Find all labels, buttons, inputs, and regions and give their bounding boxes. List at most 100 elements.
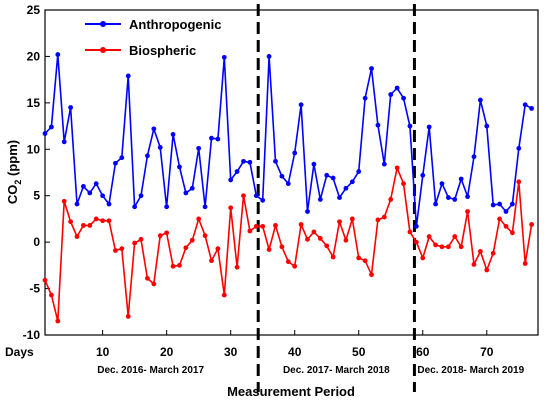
- x-axis-ticks: 10 20 30 40 50 60 70: [96, 330, 494, 359]
- data-point-anthropogenic: [55, 52, 61, 57]
- plot-frame: [44, 9, 539, 336]
- data-point-biospheric: [343, 237, 349, 243]
- data-point-biospheric: [273, 223, 278, 228]
- data-point-biospheric: [68, 219, 74, 225]
- y-axis-title-subscript: 2: [13, 180, 23, 185]
- x-tick-label: 70: [480, 345, 494, 359]
- data-point-anthropogenic: [132, 204, 138, 210]
- data-point-anthropogenic: [490, 202, 496, 208]
- data-point-anthropogenic: [247, 159, 253, 165]
- data-point-anthropogenic: [125, 73, 131, 79]
- data-point-biospheric: [369, 272, 374, 278]
- data-point-biospheric: [439, 244, 445, 250]
- data-point-biospheric: [228, 205, 234, 211]
- y-axis-title-main: CO: [5, 185, 20, 205]
- data-point-anthropogenic: [381, 161, 387, 167]
- data-point-anthropogenic: [420, 172, 426, 178]
- data-point-anthropogenic: [394, 85, 400, 91]
- data-point-anthropogenic: [516, 145, 522, 151]
- data-point-biospheric: [260, 223, 266, 229]
- data-point-anthropogenic: [273, 158, 278, 164]
- data-point-biospheric: [247, 228, 253, 234]
- x-tick-label: 20: [160, 345, 174, 359]
- data-point-anthropogenic: [349, 179, 355, 185]
- data-point-biospheric: [490, 250, 496, 256]
- legend-label-biospheric: Biospheric: [129, 43, 196, 58]
- data-point-anthropogenic: [49, 124, 54, 130]
- data-point-biospheric: [305, 236, 310, 242]
- data-point-biospheric: [202, 233, 208, 239]
- data-point-biospheric: [292, 263, 298, 269]
- data-point-anthropogenic: [388, 92, 394, 97]
- data-point-anthropogenic: [253, 193, 259, 199]
- y-axis-ticks: -10 -5 0 5 10 15 20 25: [23, 3, 50, 342]
- period-labels: Dec. 2016- March 2017 Dec. 2017- March 20…: [97, 365, 524, 376]
- data-point-anthropogenic: [337, 195, 342, 200]
- data-point-biospheric: [298, 222, 304, 227]
- data-point-anthropogenic: [151, 126, 157, 132]
- data-point-biospheric: [337, 219, 342, 225]
- data-point-anthropogenic: [68, 105, 74, 110]
- data-point-anthropogenic: [266, 54, 272, 59]
- data-point-anthropogenic: [439, 181, 445, 187]
- data-point-biospheric: [285, 259, 291, 265]
- data-point-biospheric: [125, 314, 131, 319]
- x-tick-label: 50: [352, 345, 366, 359]
- data-point-anthropogenic: [330, 175, 336, 181]
- data-point-anthropogenic: [362, 95, 368, 101]
- y-tick-label: -5: [29, 282, 40, 296]
- data-point-biospheric: [221, 292, 227, 298]
- data-point-biospheric: [81, 223, 86, 228]
- data-point-anthropogenic: [279, 173, 285, 179]
- data-point-anthropogenic: [375, 122, 381, 128]
- data-point-biospheric: [177, 262, 182, 268]
- data-point-anthropogenic: [189, 185, 195, 191]
- y-tick-label: -10: [23, 328, 41, 342]
- data-point-anthropogenic: [471, 154, 477, 160]
- x-axis-title: Measurement Period: [227, 384, 355, 399]
- data-point-biospheric: [253, 223, 259, 229]
- data-point-anthropogenic: [324, 172, 330, 178]
- x-tick-label: 30: [224, 345, 238, 359]
- data-point-anthropogenic: [209, 135, 214, 141]
- y-tick-label: 0: [33, 235, 40, 249]
- data-point-biospheric: [87, 223, 93, 228]
- data-point-anthropogenic: [106, 201, 112, 207]
- y-tick-label: 5: [33, 189, 40, 203]
- data-point-anthropogenic: [292, 150, 298, 156]
- data-point-biospheric: [157, 233, 163, 239]
- data-point-biospheric: [349, 216, 355, 222]
- data-point-biospheric: [324, 243, 330, 249]
- y-axis-title-unit: (ppm): [5, 140, 20, 180]
- data-point-anthropogenic: [477, 97, 483, 103]
- data-point-biospheric: [266, 247, 272, 252]
- data-point-biospheric: [471, 262, 477, 267]
- data-point-anthropogenic: [458, 176, 464, 182]
- data-point-biospheric: [381, 214, 387, 220]
- data-point-biospheric: [516, 179, 522, 185]
- data-point-biospheric: [61, 198, 67, 204]
- data-point-anthropogenic: [369, 66, 374, 71]
- y-axis-title: CO2 (ppm): [5, 140, 23, 204]
- data-point-anthropogenic: [413, 223, 419, 229]
- data-point-biospheric: [362, 258, 368, 264]
- data-point-anthropogenic: [311, 161, 317, 167]
- data-point-biospheric: [164, 230, 170, 236]
- data-point-anthropogenic: [93, 181, 99, 187]
- data-point-biospheric: [74, 234, 80, 239]
- data-point-anthropogenic: [81, 184, 86, 189]
- data-point-anthropogenic: [522, 102, 528, 108]
- legend-marker-biospheric: [100, 47, 106, 53]
- data-point-biospheric: [445, 244, 451, 250]
- data-point-biospheric: [189, 237, 195, 243]
- x-tick-label: 40: [288, 345, 302, 359]
- x-tick-label: 60: [416, 345, 430, 359]
- y-tick-label: 20: [27, 49, 41, 63]
- data-point-biospheric: [388, 197, 394, 202]
- data-point-biospheric: [426, 234, 432, 239]
- data-point-anthropogenic: [61, 139, 67, 145]
- data-point-anthropogenic: [509, 201, 515, 207]
- data-point-anthropogenic: [138, 193, 144, 199]
- data-point-anthropogenic: [445, 195, 451, 200]
- legend-label-anthropogenic: Anthropogenic: [129, 17, 221, 32]
